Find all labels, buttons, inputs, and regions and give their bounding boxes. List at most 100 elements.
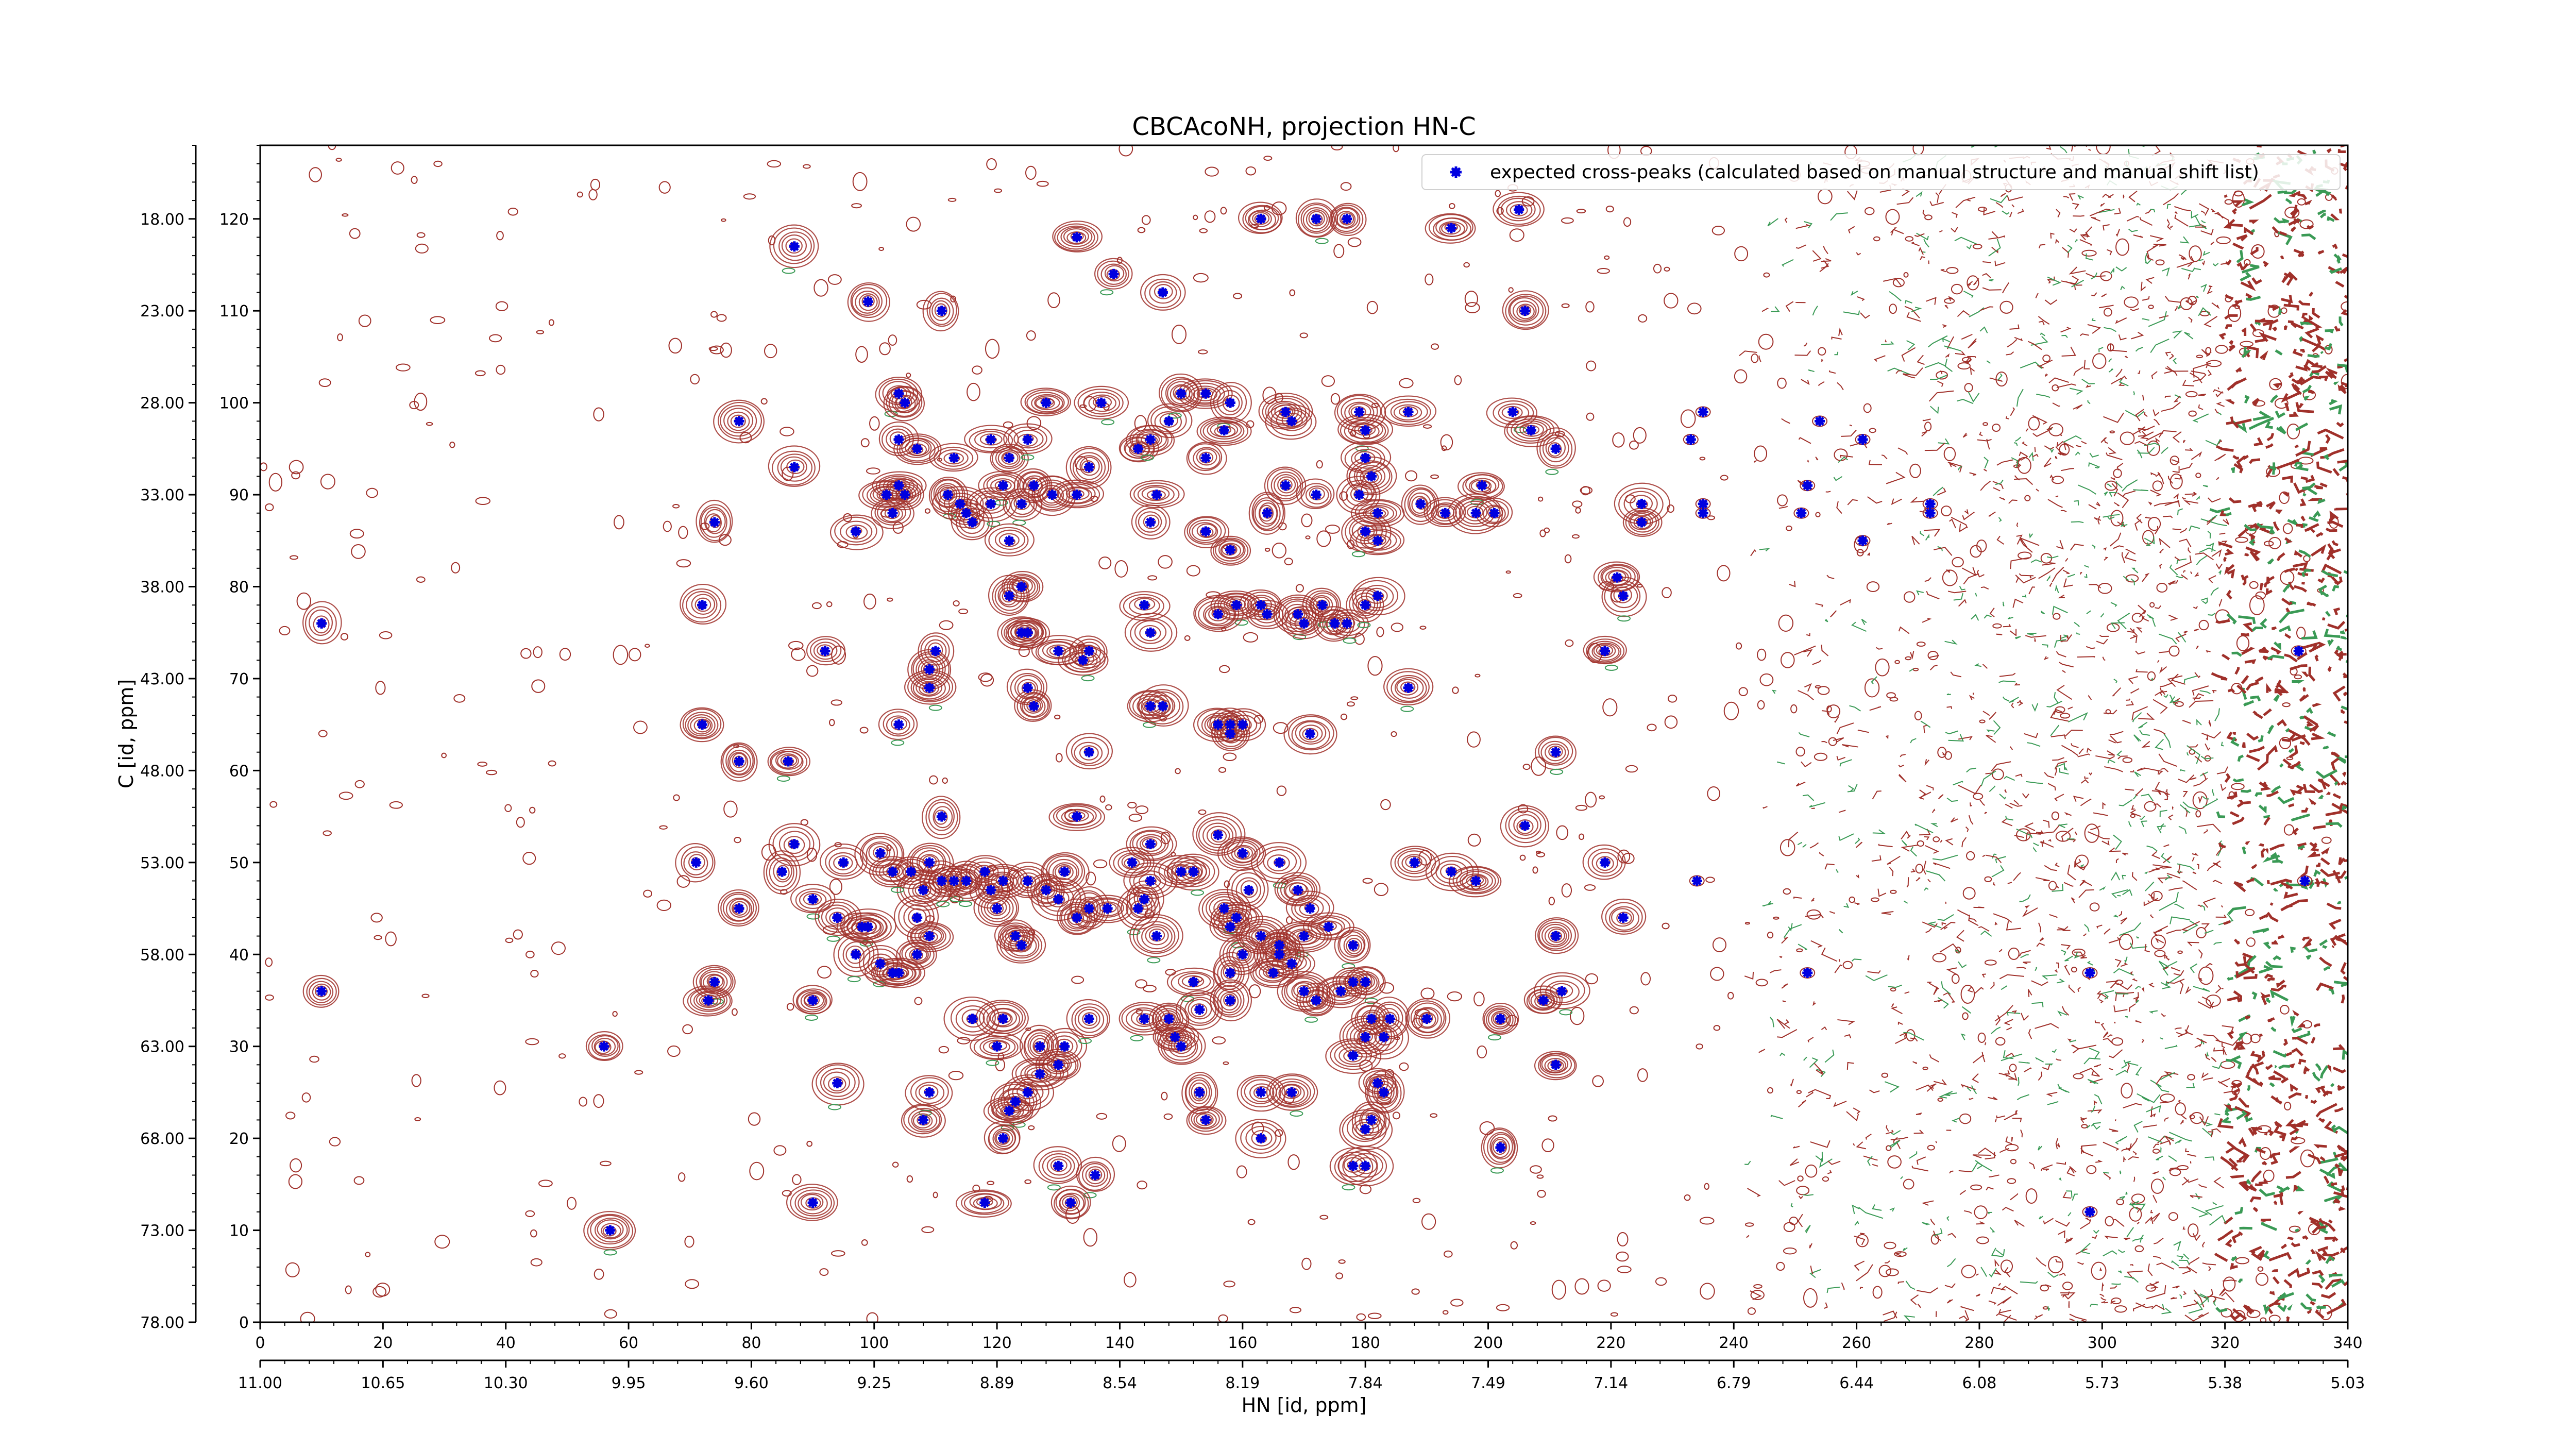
- noise-contour: [593, 1094, 604, 1108]
- noise-contour: [1869, 1089, 1880, 1093]
- noise-contour: [2174, 1027, 2182, 1030]
- noise-contour: [2147, 517, 2161, 531]
- noise-contour: [2302, 493, 2307, 497]
- noise-contour: [1999, 497, 2006, 500]
- noise-contour: [1989, 608, 1995, 618]
- noise-contour: [1951, 283, 1963, 295]
- noise-contour: [1362, 878, 1373, 884]
- noise-contour: [2163, 733, 2171, 748]
- noise-contour: [2297, 1268, 2311, 1278]
- noise-contour: [2178, 1100, 2181, 1103]
- noise-contour: [2338, 162, 2348, 168]
- noise-contour: [2323, 1090, 2333, 1097]
- noise-contour: [2073, 366, 2084, 376]
- noise-contour: [2167, 580, 2176, 586]
- noise-contour: [593, 407, 604, 422]
- noise-contour: [285, 1262, 300, 1277]
- noise-contour: [395, 363, 411, 372]
- noise-contour: [2062, 1191, 2072, 1199]
- noise-contour: [579, 1097, 587, 1107]
- noise-contour: [374, 935, 382, 940]
- noise-contour: [2003, 1019, 2013, 1025]
- noise-contour: [2051, 811, 2060, 820]
- noise-contour: [2084, 776, 2089, 779]
- noise-contour: [2309, 315, 2313, 321]
- noise-contour: [2225, 324, 2232, 330]
- noise-contour: [2267, 724, 2275, 734]
- noise-contour: [2211, 549, 2222, 557]
- noise-contour: [980, 673, 994, 687]
- noise-contour: [2060, 146, 2067, 154]
- noise-contour: [2110, 268, 2115, 275]
- noise-contour: [2266, 790, 2279, 797]
- noise-contour: [2024, 1067, 2032, 1072]
- noise-contour: [1093, 859, 1108, 869]
- noise-contour: [358, 314, 371, 327]
- noise-contour: [1890, 889, 1897, 894]
- noise-contour: [791, 647, 806, 661]
- noise-contour: [1923, 529, 1941, 537]
- noise-contour: [2322, 617, 2326, 621]
- noise-contour: [2184, 448, 2193, 451]
- noise-contour: [1920, 256, 1925, 260]
- noise-contour: [1821, 1026, 1827, 1031]
- noise-contour: [2199, 547, 2216, 553]
- noise-contour: [1586, 412, 1595, 421]
- noise-contour: [2051, 476, 2064, 484]
- noise-contour: [2146, 614, 2154, 619]
- noise-contour: [1950, 817, 1958, 823]
- noise-contour: [1914, 823, 1934, 834]
- noise-contour: [329, 1137, 341, 1147]
- noise-contour: [2234, 1106, 2251, 1119]
- noise-contour: [1026, 416, 1042, 430]
- noise-contour: [2226, 1055, 2241, 1062]
- noise-contour: [1924, 422, 1932, 432]
- noise-contour: [2319, 213, 2326, 218]
- noise-contour: [2133, 234, 2143, 238]
- noise-contour: [1957, 398, 1974, 405]
- noise-contour: [2075, 854, 2089, 868]
- noise-contour: [296, 592, 311, 610]
- noise-contour: [2192, 697, 2201, 699]
- noise-contour: [924, 508, 930, 514]
- noise-contour: [1842, 961, 1853, 969]
- noise-contour: [1967, 1087, 1972, 1091]
- noise-contour: [2135, 1302, 2154, 1308]
- noise-contour: [2342, 476, 2348, 483]
- noise-contour: [1340, 182, 1352, 191]
- noise-contour: [1974, 987, 1984, 994]
- noise-contour: [1967, 281, 1973, 286]
- noise-contour: [2269, 989, 2289, 1002]
- noise-contour: [2195, 552, 2214, 561]
- noise-contour: [548, 760, 556, 767]
- noise-contour: [2186, 745, 2200, 764]
- noise-contour: [2063, 882, 2074, 887]
- noise-contour: [1495, 190, 1501, 197]
- noise-contour: [1338, 1259, 1346, 1264]
- noise-contour: [2324, 1237, 2336, 1240]
- noise-contour: [1942, 569, 1958, 586]
- noise-contour: [2062, 926, 2071, 931]
- noise-contour: [2109, 1128, 2119, 1132]
- noise-contour: [2055, 706, 2065, 714]
- noise-contour: [1871, 855, 1882, 862]
- noise-contour: [892, 521, 904, 534]
- noise-contour: [594, 1268, 604, 1280]
- noise-contour: [2088, 504, 2097, 510]
- noise-contour: [2008, 1078, 2016, 1080]
- noise-contour: [1810, 1140, 1831, 1148]
- noise-contour: [1124, 1272, 1137, 1288]
- noise-contour: [2133, 391, 2135, 396]
- noise-contour: [2149, 602, 2155, 608]
- noise-contour: [1980, 1267, 1987, 1277]
- noise-contour: [496, 231, 504, 241]
- noise-contour: [2101, 1301, 2105, 1304]
- noise-contour: [2069, 1318, 2075, 1321]
- noise-contour: [677, 1172, 686, 1182]
- noise-contour: [1561, 303, 1570, 308]
- noise-contour: [2027, 989, 2032, 998]
- noise-contour: [1995, 1037, 2006, 1046]
- noise-contour: [720, 342, 732, 358]
- noise-contour: [2297, 250, 2304, 258]
- noise-contour: [2268, 1302, 2281, 1308]
